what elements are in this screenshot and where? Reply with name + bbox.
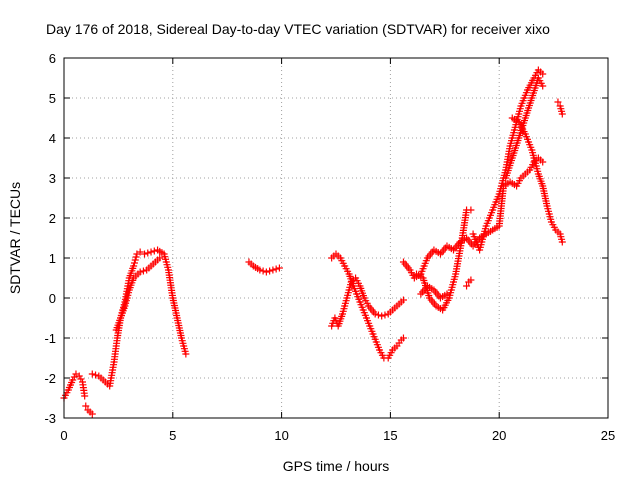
data-point-fill (144, 249, 152, 257)
y-tick-label: 4 (49, 131, 56, 146)
x-tick-label: 5 (169, 428, 176, 443)
data-point (378, 312, 386, 320)
data-point (82, 402, 90, 410)
data-point-fill (131, 256, 139, 264)
data-point (262, 268, 270, 276)
data-point (269, 266, 277, 274)
data-point-fill (77, 375, 85, 383)
data-point (558, 238, 566, 246)
x-tick-label: 0 (60, 428, 67, 443)
data-point-fill (272, 265, 280, 273)
data-point (256, 266, 264, 274)
data-point-fill (266, 267, 274, 275)
data-point (88, 410, 96, 418)
x-tick-label: 25 (601, 428, 615, 443)
data-point (69, 376, 77, 384)
data-point (182, 350, 190, 358)
y-tick-label: -2 (44, 371, 56, 386)
y-tick-label: 2 (49, 211, 56, 226)
data-point (399, 296, 407, 304)
data-point (75, 372, 83, 380)
data-point (443, 290, 451, 298)
data-point-fill (70, 373, 78, 381)
data-point (467, 276, 475, 284)
data-point-fill (259, 267, 267, 275)
plot-frame (63, 57, 609, 419)
data-point (136, 248, 144, 256)
data-point (136, 268, 144, 276)
data-point-fill (374, 311, 382, 319)
data-point (275, 264, 283, 272)
chart-title: Day 176 of 2018, Sidereal Day-to-day VTE… (46, 21, 550, 37)
data-points (60, 66, 566, 418)
data-point-fill (132, 253, 140, 261)
x-axis-label: GPS time / hours (283, 458, 390, 474)
grid (64, 58, 608, 418)
data-point-fill (139, 267, 147, 275)
data-point-fill (381, 311, 389, 319)
axis-ticks: 0 5 10 15 20 25 -3 -2 -1 0 1 2 3 4 5 6 (44, 51, 615, 443)
data-point (467, 206, 475, 214)
data-point (371, 310, 379, 318)
data-point-fill (130, 259, 138, 267)
data-point (88, 370, 96, 378)
y-tick-label: 6 (49, 51, 56, 66)
data-point (399, 334, 407, 342)
data-point (463, 282, 471, 290)
data-point (539, 82, 547, 90)
data-point (539, 158, 547, 166)
data-point (81, 392, 89, 400)
data-point-fill (92, 371, 100, 379)
data-point (539, 70, 547, 78)
y-tick-label: 3 (49, 171, 56, 186)
data-point (147, 248, 155, 256)
y-axis-label: SDTVAR / TECUs (7, 182, 23, 294)
y-tick-label: 0 (49, 291, 56, 306)
y-tick-label: -3 (44, 411, 56, 426)
data-point (554, 98, 562, 106)
y-tick-label: 5 (49, 91, 56, 106)
x-tick-label: 15 (383, 428, 397, 443)
x-tick-label: 20 (492, 428, 506, 443)
y-tick-label: 1 (49, 251, 56, 266)
data-point (156, 254, 164, 262)
data-point (141, 250, 149, 258)
data-point (130, 262, 138, 270)
x-tick-label: 10 (274, 428, 288, 443)
data-point (558, 110, 566, 118)
y-tick-label: -1 (44, 331, 56, 346)
